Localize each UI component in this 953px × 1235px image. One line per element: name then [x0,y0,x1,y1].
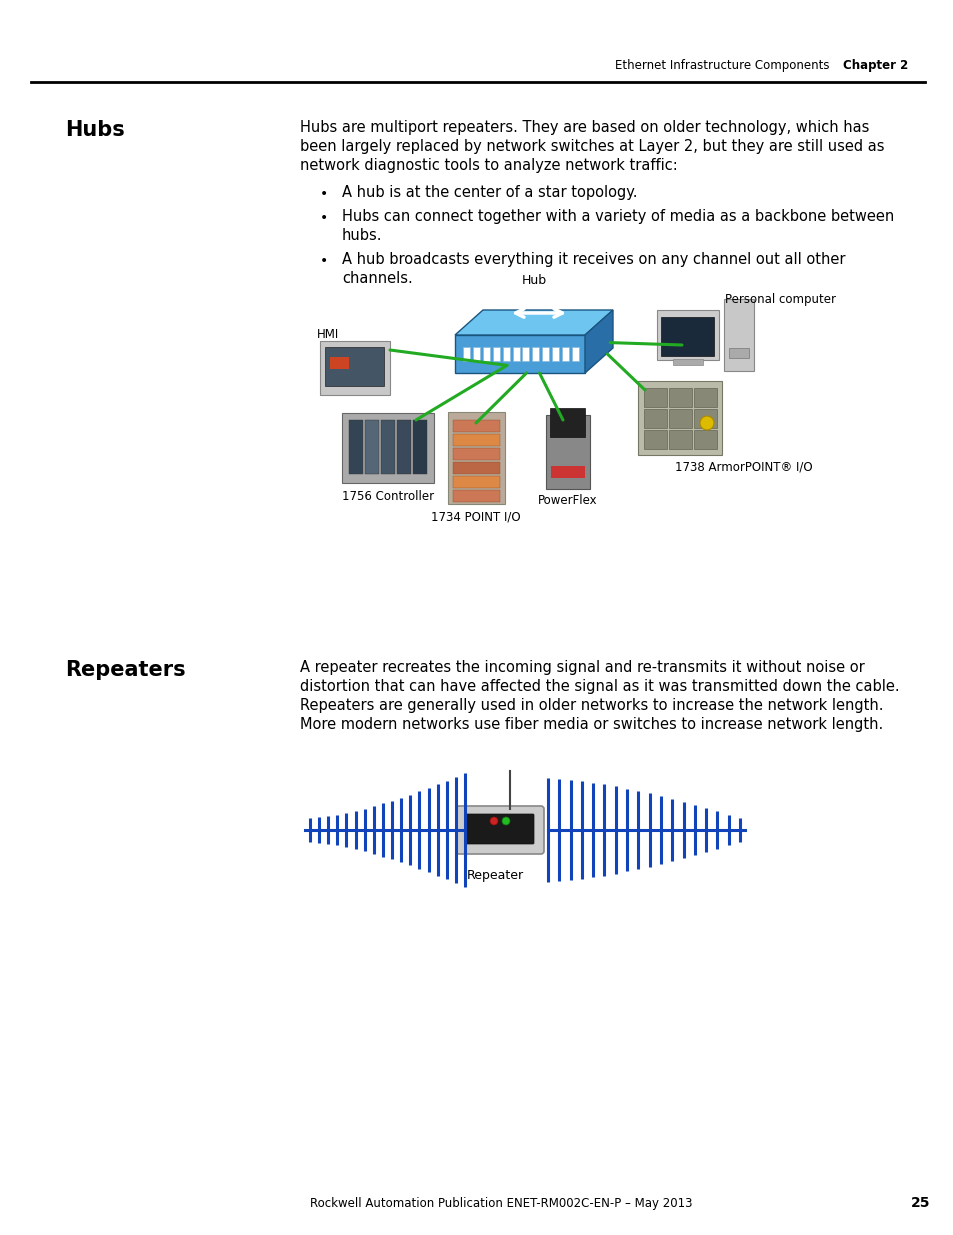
Text: •: • [319,211,328,225]
FancyBboxPatch shape [723,299,753,370]
FancyBboxPatch shape [319,341,390,395]
Polygon shape [584,310,613,373]
Text: Ethernet Infrastructure Components: Ethernet Infrastructure Components [615,59,828,72]
Text: Repeaters are generally used in older networks to increase the network length.: Repeaters are generally used in older ne… [299,698,882,713]
Text: been largely replaced by network switches at Layer 2, but they are still used as: been largely replaced by network switche… [299,140,883,154]
Text: channels.: channels. [341,270,413,287]
Text: 25: 25 [909,1195,929,1210]
Text: Repeater: Repeater [466,869,523,882]
FancyBboxPatch shape [453,420,499,432]
FancyBboxPatch shape [545,415,589,489]
FancyBboxPatch shape [693,388,717,408]
FancyBboxPatch shape [693,430,717,450]
FancyBboxPatch shape [325,347,384,385]
Text: Hubs are multiport repeaters. They are based on older technology, which has: Hubs are multiport repeaters. They are b… [299,120,868,135]
FancyBboxPatch shape [728,348,748,358]
Text: distortion that can have affected the signal as it was transmitted down the cabl: distortion that can have affected the si… [299,679,899,694]
FancyBboxPatch shape [522,347,529,361]
FancyBboxPatch shape [552,347,558,361]
Text: More modern networks use fiber media or switches to increase network length.: More modern networks use fiber media or … [299,718,882,732]
FancyBboxPatch shape [453,462,499,474]
FancyBboxPatch shape [492,347,499,361]
Text: A hub broadcasts everything it receives on any channel out all other: A hub broadcasts everything it receives … [341,252,844,267]
Text: hubs.: hubs. [341,228,382,243]
Text: PowerFlex: PowerFlex [537,494,598,508]
FancyBboxPatch shape [349,420,363,474]
FancyBboxPatch shape [672,359,702,366]
Text: Rockwell Automation Publication ENET-RM002C-EN-P – May 2013: Rockwell Automation Publication ENET-RM0… [310,1197,692,1210]
FancyBboxPatch shape [413,420,427,474]
Text: 1756 Controller: 1756 Controller [341,490,434,503]
FancyBboxPatch shape [502,347,509,361]
FancyBboxPatch shape [453,490,499,501]
FancyBboxPatch shape [532,347,538,361]
FancyBboxPatch shape [668,430,691,450]
FancyBboxPatch shape [380,420,395,474]
FancyBboxPatch shape [643,388,666,408]
Text: HMI: HMI [316,329,339,341]
FancyBboxPatch shape [465,814,534,844]
FancyBboxPatch shape [693,409,717,429]
Text: Repeaters: Repeaters [65,659,186,680]
FancyBboxPatch shape [668,388,691,408]
Text: A repeater recreates the incoming signal and re-transmits it without noise or: A repeater recreates the incoming signal… [299,659,863,676]
FancyBboxPatch shape [330,357,349,369]
FancyBboxPatch shape [668,409,691,429]
Polygon shape [455,310,613,335]
FancyBboxPatch shape [453,448,499,459]
FancyBboxPatch shape [482,347,489,361]
FancyBboxPatch shape [561,347,569,361]
Circle shape [700,416,713,430]
Text: Hub: Hub [521,274,546,287]
Text: 1738 ArmorPOINT® I/O: 1738 ArmorPOINT® I/O [675,459,812,473]
Polygon shape [455,335,584,373]
FancyBboxPatch shape [660,316,714,356]
FancyBboxPatch shape [551,466,584,478]
Text: 1734 POINT I/O: 1734 POINT I/O [431,510,520,522]
FancyBboxPatch shape [572,347,578,361]
FancyBboxPatch shape [396,420,411,474]
FancyBboxPatch shape [657,310,719,359]
FancyBboxPatch shape [512,347,519,361]
Circle shape [490,818,497,825]
FancyBboxPatch shape [643,430,666,450]
FancyBboxPatch shape [473,347,479,361]
FancyBboxPatch shape [541,347,549,361]
FancyBboxPatch shape [638,382,721,454]
FancyBboxPatch shape [453,475,499,488]
Text: •: • [319,254,328,268]
Text: network diagnostic tools to analyze network traffic:: network diagnostic tools to analyze netw… [299,158,677,173]
Circle shape [501,818,510,825]
Text: Hubs: Hubs [65,120,125,140]
FancyBboxPatch shape [456,806,543,853]
FancyBboxPatch shape [643,409,666,429]
Text: Personal computer: Personal computer [724,293,835,306]
FancyBboxPatch shape [448,412,504,504]
FancyBboxPatch shape [550,408,585,436]
Text: Hubs can connect together with a variety of media as a backbone between: Hubs can connect together with a variety… [341,209,893,224]
FancyBboxPatch shape [462,347,470,361]
Text: •: • [319,186,328,201]
FancyBboxPatch shape [365,420,378,474]
Text: A hub is at the center of a star topology.: A hub is at the center of a star topolog… [341,185,637,200]
FancyBboxPatch shape [341,412,434,483]
Text: Chapter 2: Chapter 2 [842,59,907,72]
FancyBboxPatch shape [453,433,499,446]
